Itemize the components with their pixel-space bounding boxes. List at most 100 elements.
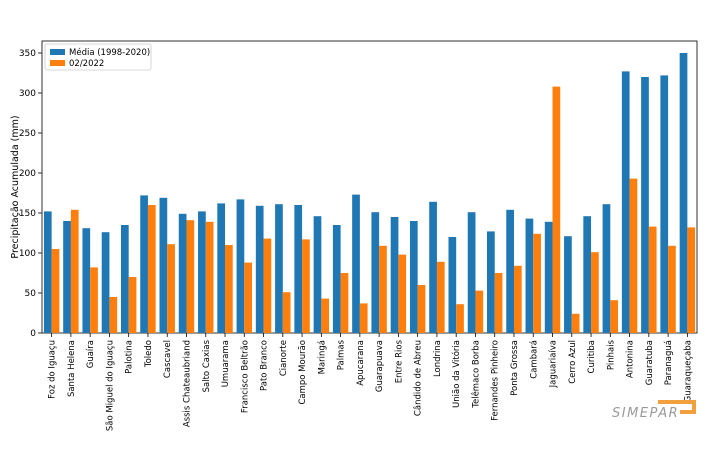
legend: Média (1998-2020)02/2022	[44, 43, 152, 71]
x-tick-label: Toledo	[144, 340, 154, 368]
x-tick-label: Guaratuba	[645, 340, 655, 385]
y-tick-label: 100	[19, 249, 36, 259]
bar-media	[120, 225, 129, 333]
x-tick-label: Cascavel	[163, 340, 173, 378]
bar-022022	[571, 313, 580, 333]
bar-media	[371, 212, 380, 333]
x-tick-label: Maringá	[317, 340, 327, 374]
bar-media	[583, 216, 592, 333]
bar-media	[140, 195, 148, 333]
simepar-logo	[612, 398, 696, 420]
x-tick-label: Fernandes Pinheiro	[491, 340, 501, 421]
x-tick-label: Cândido de Abreu	[414, 340, 424, 416]
x-tick-label: Paranaguá	[664, 340, 674, 385]
legend-swatch	[50, 60, 65, 66]
bar-media	[159, 197, 168, 333]
bar-022022	[552, 86, 561, 333]
legend-label: Média (1998-2020)	[69, 47, 150, 58]
bar-media	[564, 236, 572, 333]
bar-022022	[51, 249, 60, 333]
x-tick-label: Foz do Iguaçu	[48, 340, 58, 399]
bar-022022	[668, 245, 676, 333]
legend-swatch	[50, 49, 65, 55]
bar-022022	[494, 273, 503, 333]
legend-box	[44, 43, 152, 71]
x-tick-label: Palotina	[125, 340, 135, 374]
x-tick-label: Ponta Grossa	[510, 340, 520, 396]
x-tick-label: Guaraqueçaba	[683, 340, 693, 402]
bar-022022	[225, 245, 233, 333]
bar-media	[352, 194, 360, 333]
bar-media	[275, 204, 283, 333]
bar-media	[544, 221, 553, 333]
x-tick-label: Curitiba	[587, 340, 597, 373]
bar-media	[621, 71, 630, 334]
bar-022022	[629, 178, 638, 333]
bar-022022	[436, 261, 445, 333]
bar-022022	[282, 292, 291, 333]
bar-media	[506, 209, 514, 333]
bar-022022	[591, 252, 599, 333]
x-tick-label: Apucarana	[356, 340, 366, 386]
bar-022022	[533, 233, 541, 333]
bar-022022	[456, 304, 464, 333]
plot-area: 0 50 100 150 200 250 300 350 Foz do Iguaçu Santa …	[19, 40, 698, 431]
x-tick-label: Cambará	[529, 340, 539, 379]
bar-media	[409, 221, 418, 333]
y-tick-label: 200	[19, 169, 36, 179]
bar-022022	[379, 245, 387, 333]
bar-media	[525, 218, 534, 333]
bar-media	[217, 203, 226, 333]
bar-media	[602, 204, 611, 333]
y-tick-label: 150	[19, 209, 36, 219]
x-tick-label: Santa Helena	[67, 340, 77, 397]
x-tick-label: Cianorte	[279, 340, 289, 376]
bar-media	[448, 237, 457, 333]
bar-022022	[70, 209, 79, 333]
bar-media	[255, 205, 264, 333]
bar-022022	[648, 226, 657, 333]
x-tick-label: Jaguariaíva	[549, 340, 559, 388]
bar-media	[313, 216, 322, 333]
y-axis-label: Precipitação Acumulada (mm)	[10, 115, 21, 258]
bar-022022	[610, 300, 619, 333]
bar-022022	[147, 205, 156, 333]
bar-022022	[417, 285, 426, 333]
x-tick-label: Antonina	[626, 340, 636, 378]
bar-022022	[475, 290, 484, 333]
x-tick-label: Pinhais	[606, 339, 616, 370]
legend-label: 02/2022	[69, 59, 104, 69]
bar-022022	[513, 265, 522, 333]
bar-media	[101, 232, 110, 333]
bar-media	[236, 199, 245, 333]
x-tick-label: Cerro Azul	[568, 340, 578, 384]
x-tick-label: Francisco Beltrão	[240, 340, 250, 413]
logo-mark-icon	[658, 400, 696, 414]
x-tick-label: União da Vitória	[451, 340, 462, 408]
bar-022022	[302, 239, 310, 333]
bar-media	[43, 211, 52, 333]
y-tick-label: 50	[25, 289, 37, 299]
bar-media	[294, 205, 303, 333]
x-tick-label: Campo Mourão	[298, 340, 308, 405]
bar-022022	[90, 267, 98, 333]
bar-media	[332, 225, 341, 333]
y-tick-label: 250	[19, 129, 36, 139]
bar-media	[487, 231, 495, 333]
bar-022022	[186, 220, 195, 333]
bar-022022	[687, 227, 696, 333]
bar-022022	[109, 297, 118, 333]
bar-022022	[263, 238, 272, 333]
x-tick-label: Entre Rios	[394, 339, 404, 383]
bar-022022	[340, 273, 349, 333]
bar-media	[641, 77, 649, 333]
x-tick-label: Londrina	[433, 340, 443, 377]
bar-022022	[398, 254, 407, 333]
bar-media	[467, 212, 476, 333]
bar-media	[429, 201, 437, 333]
bar-022022	[128, 277, 137, 333]
x-tick-label: Telêmaco Borba	[470, 340, 481, 409]
bar-media	[660, 75, 669, 334]
bar-022022	[205, 221, 214, 333]
